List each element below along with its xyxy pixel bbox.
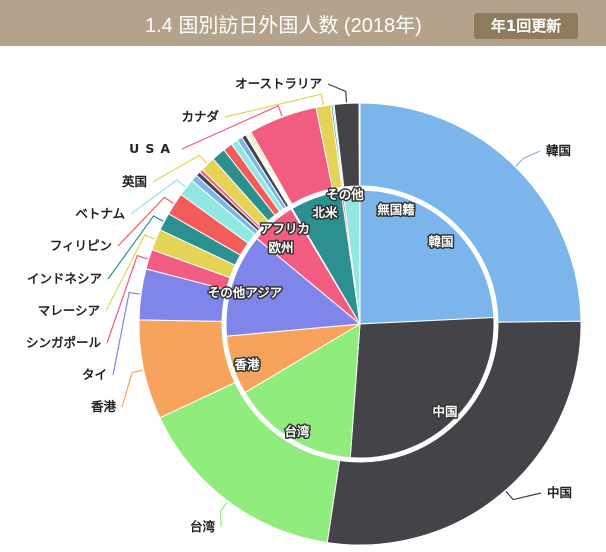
connector-line [121,369,143,408]
connector-line [105,234,156,312]
outer-label: シンガポール [26,335,102,350]
outer-label: 韓国 [546,143,571,158]
outer-label: 台湾 [190,519,216,534]
connector-line [515,150,541,167]
outer-label: マレーシア [38,303,100,318]
inner-label: 中国 [432,404,457,419]
connector-line [106,254,148,344]
connector-line [181,105,283,150]
outer-label: 中国 [547,485,572,500]
inner-slice-韓国[interactable] [359,189,495,325]
inner-label: 無国籍 [377,202,415,217]
outer-label: タイ [82,367,107,382]
inner-label: 台湾 [284,424,310,439]
inner-slice-台湾[interactable] [244,323,361,459]
page-title: 1.4 国別訪日外国人数 (2018年) [145,15,422,37]
outer-label: ベトナム [75,206,125,221]
outer-label: 香港 [90,399,117,414]
inner-label: その他アジア [208,285,283,300]
connector-line [327,83,348,103]
outer-label: 英国 [122,174,147,189]
outer-label: オーストラリア [235,76,322,91]
outer-slice-韓国[interactable] [359,102,582,323]
outer-slice[interactable] [358,102,361,187]
connector-line [107,215,164,280]
inner-label: 香港 [233,357,260,372]
inner-label: 韓国 [428,234,453,249]
inner-slice-中国[interactable] [349,316,495,459]
outer-label: カナダ [181,109,219,124]
header-bar: 1.4 国別訪日外国人数 (2018年) 年1回更新 [0,0,606,46]
inner-label: 欧州 [268,240,293,255]
outer-label: フィリピン [50,238,112,253]
inner-label: 北米 [312,205,338,220]
connector-line [224,93,324,118]
connector-line [112,291,141,376]
inner-label: アフリカ [260,221,310,236]
connector-line [152,154,208,183]
outer-label: USA [129,141,176,156]
connector-line [505,490,542,501]
connector-line [117,196,174,247]
outer-label: インドネシア [27,271,102,286]
inner-slice-その他アジア[interactable] [225,237,362,337]
inner-label: その他 [326,187,364,202]
update-badge: 年1回更新 [474,13,578,39]
outer-slice-中国[interactable] [326,320,582,546]
connector-line [220,501,228,528]
connector-line [130,179,186,215]
